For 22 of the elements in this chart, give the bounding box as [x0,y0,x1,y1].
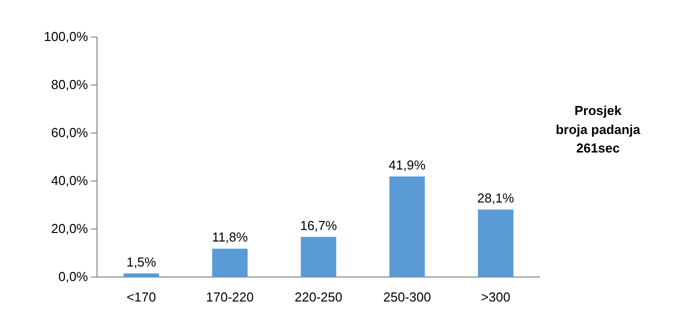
bar [124,273,160,277]
bar [300,236,336,277]
x-tick-label: 250-300 [383,290,431,305]
x-tick-label: <170 [126,290,156,305]
y-tick-label: 20,0% [51,221,88,236]
data-label: 1,5% [126,254,157,270]
x-tick-label: 220-250 [294,290,342,305]
data-label: 28,1% [477,190,515,206]
bar [212,248,248,277]
y-tick-label: 80,0% [51,77,88,92]
y-tick-label: 0,0% [58,269,88,284]
x-tick-label: >300 [481,290,510,305]
bar [478,210,514,277]
x-tick-label: 170-220 [206,290,254,305]
bar [389,176,425,277]
y-tick-label: 40,0% [51,173,88,188]
text: Prosjek broja padanja 261sec [556,103,642,156]
data-label: 41,9% [388,157,426,172]
data-label: 11,8% [212,230,248,245]
data-label: 16,7% [300,218,338,233]
y-tick-label: 100,0% [44,29,88,44]
y-tick-label: 60,0% [51,125,88,140]
